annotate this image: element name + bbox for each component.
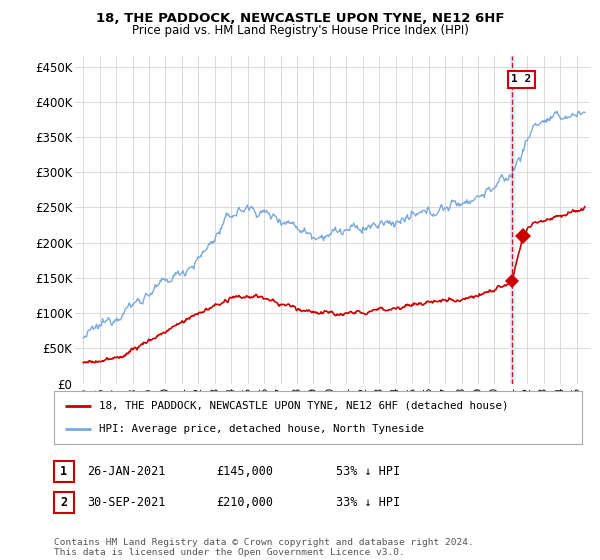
Text: £145,000: £145,000 [216, 465, 273, 478]
Text: 1 2: 1 2 [511, 74, 532, 84]
Text: 53% ↓ HPI: 53% ↓ HPI [336, 465, 400, 478]
Text: £210,000: £210,000 [216, 496, 273, 509]
Text: Price paid vs. HM Land Registry's House Price Index (HPI): Price paid vs. HM Land Registry's House … [131, 24, 469, 36]
Text: 30-SEP-2021: 30-SEP-2021 [87, 496, 166, 509]
Text: 18, THE PADDOCK, NEWCASTLE UPON TYNE, NE12 6HF (detached house): 18, THE PADDOCK, NEWCASTLE UPON TYNE, NE… [99, 400, 508, 410]
Text: 18, THE PADDOCK, NEWCASTLE UPON TYNE, NE12 6HF: 18, THE PADDOCK, NEWCASTLE UPON TYNE, NE… [96, 12, 504, 25]
Text: 1: 1 [61, 465, 67, 478]
Text: 33% ↓ HPI: 33% ↓ HPI [336, 496, 400, 509]
Text: 26-JAN-2021: 26-JAN-2021 [87, 465, 166, 478]
Bar [509, 56, 514, 384]
Text: Contains HM Land Registry data © Crown copyright and database right 2024.
This d: Contains HM Land Registry data © Crown c… [54, 538, 474, 557]
Text: HPI: Average price, detached house, North Tyneside: HPI: Average price, detached house, Nort… [99, 424, 424, 435]
Text: 2: 2 [61, 496, 67, 509]
